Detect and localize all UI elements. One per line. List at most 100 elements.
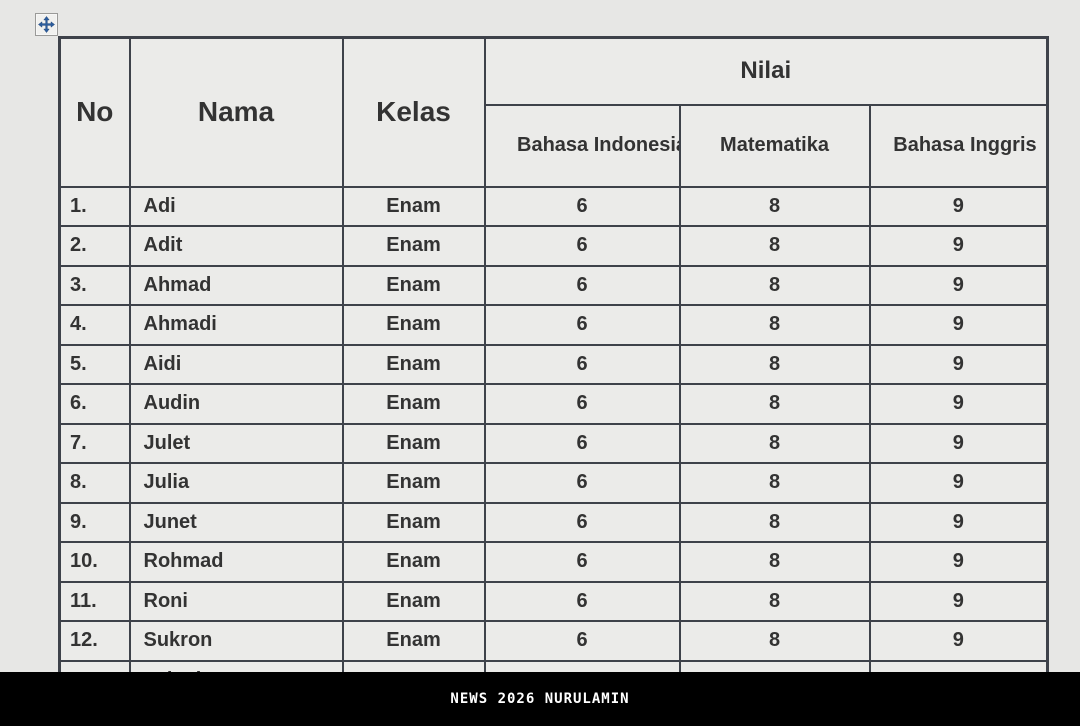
cell-matematika[interactable]: 8 [678,185,871,227]
cell-matematika[interactable]: 8 [678,620,871,662]
cell-kelas[interactable]: Enam [341,580,486,622]
cell-matematika[interactable]: 8 [678,304,871,346]
cell-nama[interactable]: Rohmad [128,541,344,583]
cell-bahasa-indonesia[interactable]: 6 [483,264,681,306]
cell-nama[interactable]: Audin [128,383,344,425]
cell-matematika[interactable]: 8 [678,422,871,464]
col-header-matematika-label: Matematika [720,134,829,156]
cell-bahasa-inggris[interactable]: 9 [868,541,1049,583]
table-row: 8. Julia Enam 6 8 9 [58,462,1049,504]
col-header-kelas[interactable]: Kelas [341,36,486,188]
col-header-bahasa-indonesia[interactable]: Bahasa Indonesia [483,103,681,188]
table-row: 6. Audin Enam 6 8 9 [58,383,1049,425]
cell-no[interactable]: 4. [58,304,131,346]
cell-kelas[interactable]: Enam [341,343,486,385]
cell-nama[interactable]: Adit [128,225,344,267]
col-header-bahasa-indonesia-label: Bahasa Indonesia [517,134,680,156]
cell-no[interactable]: 6. [58,383,131,425]
cell-matematika[interactable]: 8 [678,225,871,267]
cell-no[interactable]: 11. [58,580,131,622]
cell-bahasa-indonesia[interactable]: 6 [483,620,681,662]
cell-matematika[interactable]: 8 [678,541,871,583]
table-move-handle[interactable] [35,13,58,36]
watermark-bar: NEWS 2026 NURULAMIN [0,672,1080,726]
cell-kelas[interactable]: Enam [341,541,486,583]
table-row: 11. Roni Enam 6 8 9 [58,580,1049,622]
cell-nama[interactable]: Julet [128,422,344,464]
cell-bahasa-inggris[interactable]: 9 [868,422,1049,464]
cell-bahasa-inggris[interactable]: 9 [868,580,1049,622]
cell-kelas[interactable]: Enam [341,185,486,227]
move-icon [38,16,55,33]
cell-matematika[interactable]: 8 [678,264,871,306]
col-header-no[interactable]: No [58,36,131,188]
cell-bahasa-inggris[interactable]: 9 [868,462,1049,504]
grades-table: No Nama Kelas Nilai Bahasa Indonesia Mat… [58,36,1050,702]
cell-bahasa-indonesia[interactable]: 6 [483,225,681,267]
cell-nama[interactable]: Roni [128,580,344,622]
cell-bahasa-indonesia[interactable]: 6 [483,501,681,543]
cell-no[interactable]: 12. [58,620,131,662]
cell-bahasa-inggris[interactable]: 9 [868,304,1049,346]
table-row: 4. Ahmadi Enam 6 8 9 [58,304,1049,346]
cell-kelas[interactable]: Enam [341,264,486,306]
col-header-bahasa-inggris[interactable]: Bahasa Inggris [868,103,1049,188]
cell-bahasa-indonesia[interactable]: 6 [483,383,681,425]
cell-kelas[interactable]: Enam [341,501,486,543]
cell-no[interactable]: 1. [58,185,131,227]
table-body: 1. Adi Enam 6 8 9 2. Adit Enam 6 8 9 [58,185,1049,701]
cell-matematika[interactable]: 8 [678,501,871,543]
cell-nama[interactable]: Ahmad [128,264,344,306]
cell-no[interactable]: 10. [58,541,131,583]
cell-bahasa-inggris[interactable]: 9 [868,501,1049,543]
cell-matematika[interactable]: 8 [678,580,871,622]
cell-kelas[interactable]: Enam [341,422,486,464]
cell-bahasa-indonesia[interactable]: 6 [483,462,681,504]
cell-no[interactable]: 5. [58,343,131,385]
cell-bahasa-indonesia[interactable]: 6 [483,541,681,583]
cell-bahasa-inggris[interactable]: 9 [868,343,1049,385]
cell-bahasa-inggris[interactable]: 9 [868,620,1049,662]
cell-kelas[interactable]: Enam [341,383,486,425]
cell-nama[interactable]: Julia [128,462,344,504]
cell-no[interactable]: 8. [58,462,131,504]
col-header-matematika[interactable]: Matematika [678,103,871,188]
cell-bahasa-inggris[interactable]: 9 [868,383,1049,425]
table-row: 1. Adi Enam 6 8 9 [58,185,1049,227]
cell-nama[interactable]: Junet [128,501,344,543]
table-row: 5. Aidi Enam 6 8 9 [58,343,1049,385]
cell-bahasa-indonesia[interactable]: 6 [483,580,681,622]
watermark-text: NEWS 2026 NURULAMIN [450,691,630,707]
cell-matematika[interactable]: 8 [678,343,871,385]
cell-nama[interactable]: Adi [128,185,344,227]
cell-nama[interactable]: Sukron [128,620,344,662]
cell-bahasa-indonesia[interactable]: 6 [483,422,681,464]
cell-bahasa-indonesia[interactable]: 6 [483,185,681,227]
cell-kelas[interactable]: Enam [341,620,486,662]
col-header-nilai[interactable]: Nilai [483,36,1049,106]
cell-nama[interactable]: Aidi [128,343,344,385]
cell-bahasa-indonesia[interactable]: 6 [483,304,681,346]
cell-no[interactable]: 7. [58,422,131,464]
cell-kelas[interactable]: Enam [341,225,486,267]
cell-no[interactable]: 3. [58,264,131,306]
cell-bahasa-inggris[interactable]: 9 [868,225,1049,267]
cell-bahasa-inggris[interactable]: 9 [868,185,1049,227]
cell-bahasa-indonesia[interactable]: 6 [483,343,681,385]
col-header-bahasa-inggris-label: Bahasa Inggris [893,134,1037,156]
cell-kelas[interactable]: Enam [341,462,486,504]
cell-bahasa-inggris[interactable]: 9 [868,264,1049,306]
cell-no[interactable]: 2. [58,225,131,267]
cell-no[interactable]: 9. [58,501,131,543]
col-header-nama[interactable]: Nama [128,36,344,188]
table-row: 3. Ahmad Enam 6 8 9 [58,264,1049,306]
cell-matematika[interactable]: 8 [678,462,871,504]
cell-matematika[interactable]: 8 [678,383,871,425]
table-row: 12. Sukron Enam 6 8 9 [58,620,1049,662]
cell-nama[interactable]: Ahmadi [128,304,344,346]
cell-kelas[interactable]: Enam [341,304,486,346]
table-row: 9. Junet Enam 6 8 9 [58,501,1049,543]
table-row: 7. Julet Enam 6 8 9 [58,422,1049,464]
table-row: 10. Rohmad Enam 6 8 9 [58,541,1049,583]
